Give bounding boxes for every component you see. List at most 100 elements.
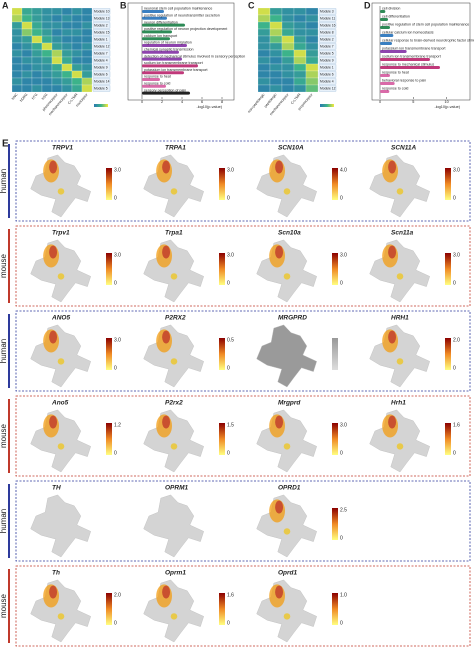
heatmap-cell — [61, 84, 73, 93]
expression-hotspot — [396, 273, 404, 280]
heatmap-cell — [293, 7, 307, 16]
colorbar-min: 0 — [227, 195, 230, 201]
colorbar-min: 0 — [453, 365, 456, 371]
module-label: Module 9 — [320, 58, 334, 62]
x-tick-label: 4 — [181, 100, 183, 104]
expression-hotspot — [57, 443, 65, 450]
row-frame — [15, 395, 471, 477]
umap-plot — [143, 409, 204, 473]
colorbar-min: 0 — [453, 195, 456, 201]
expression-hotspot — [57, 358, 65, 365]
x-tick-label: 5 — [412, 100, 414, 104]
colorbar-max: 0.5 — [227, 337, 234, 343]
plot-frame — [371, 2, 471, 101]
heatmap-cell — [281, 84, 295, 93]
heatmap-cell — [81, 84, 93, 93]
module-tag — [318, 15, 337, 22]
colorbar-min: 0 — [114, 195, 117, 201]
x-tick-label: 10 — [445, 100, 449, 104]
umap-plot — [30, 154, 91, 218]
heatmap-cell — [11, 77, 23, 86]
bar — [142, 64, 198, 68]
module-label: Module 11 — [320, 16, 335, 20]
column-label: C-LTMR — [67, 92, 79, 105]
expression-hotspot — [49, 415, 58, 429]
species-label: human — [0, 169, 8, 193]
module-tag — [318, 29, 337, 36]
heatmap-cell — [51, 14, 63, 23]
heatmap-cell — [81, 14, 93, 23]
row-frame — [15, 140, 471, 222]
colorbar — [106, 338, 112, 370]
term-label: positive regulation of neurotransmitter … — [144, 13, 220, 17]
umap-plot — [256, 239, 317, 303]
heatmap-cell — [281, 70, 295, 79]
bar — [142, 37, 170, 41]
bar — [380, 66, 440, 69]
heatmap-cell — [257, 42, 271, 51]
term-label: sodium ion transmembrane transport — [144, 61, 203, 65]
expression-hotspot — [388, 415, 397, 429]
module-tag — [318, 8, 337, 15]
colorbar-max: 3.0 — [114, 167, 121, 173]
x-axis-label: -log10(p-value) — [196, 105, 222, 109]
heatmap-cell — [21, 7, 33, 16]
umap-plot — [143, 239, 204, 303]
heatmap-cell — [269, 56, 283, 65]
umap-cells — [369, 409, 430, 473]
colorbar-max: 3.0 — [340, 422, 347, 428]
term-label: detection of mechanical stimulus involve… — [144, 54, 245, 58]
gene-name: OPRD1 — [278, 485, 301, 492]
heatmap-cell — [71, 77, 83, 86]
expression-hotspot — [170, 613, 178, 620]
bar — [142, 78, 160, 81]
heatmap-cell — [61, 28, 73, 37]
umap-cells — [256, 579, 317, 643]
heatmap-cell — [81, 35, 93, 44]
term-label: cellular response to brain-derived neuro… — [382, 39, 474, 43]
bar — [380, 58, 430, 61]
gene-name: P2RX2 — [165, 315, 186, 322]
heatmap-cell — [31, 77, 43, 86]
colorbar-min: 0 — [114, 450, 117, 456]
expression-hotspot — [396, 358, 404, 365]
umap-cells — [256, 239, 317, 303]
heatmap-cell — [257, 84, 271, 93]
umap-plot — [256, 409, 317, 473]
colorbar-max: 1.6 — [453, 422, 460, 428]
expression-hotspot — [57, 273, 65, 280]
heatmap-cell — [305, 7, 319, 16]
heatmap-cell — [71, 28, 83, 37]
heatmap-cell — [257, 49, 271, 58]
term-label: response to heat — [144, 75, 171, 79]
gene-name: Oprm1 — [165, 570, 186, 577]
expression-hotspot — [49, 585, 58, 599]
colorbar-max: 3.0 — [340, 252, 347, 258]
colorbar — [320, 104, 334, 107]
heatmap-cell — [281, 14, 295, 23]
column-label: C-LTMR — [290, 92, 302, 105]
x-tick-label: 8 — [221, 100, 223, 104]
heatmap-cell — [21, 70, 33, 79]
gene-name: SCN11A — [391, 145, 416, 152]
colorbar-max: 1.5 — [227, 422, 234, 428]
colorbar-max: 3.0 — [227, 167, 234, 173]
heatmap-cell — [71, 63, 83, 72]
heatmap-cell — [21, 77, 33, 86]
heatmap-cell — [305, 49, 319, 58]
expression-hotspot — [275, 585, 284, 599]
umap-cells — [369, 239, 430, 303]
colorbar-min: 0 — [340, 280, 343, 286]
heatmap-cell — [257, 77, 271, 86]
gene-name: TH — [52, 485, 61, 492]
module-tag — [318, 22, 337, 29]
heatmap-cell — [269, 28, 283, 37]
colorbar — [106, 168, 112, 200]
heatmap-cell — [41, 14, 53, 23]
colorbar-min: 0 — [227, 365, 230, 371]
heatmap-cell — [281, 35, 295, 44]
heatmap-cell — [51, 21, 63, 30]
heatmap-cell — [71, 14, 83, 23]
colorbar-max: 3.0 — [114, 337, 121, 343]
umap-cells — [143, 324, 204, 388]
